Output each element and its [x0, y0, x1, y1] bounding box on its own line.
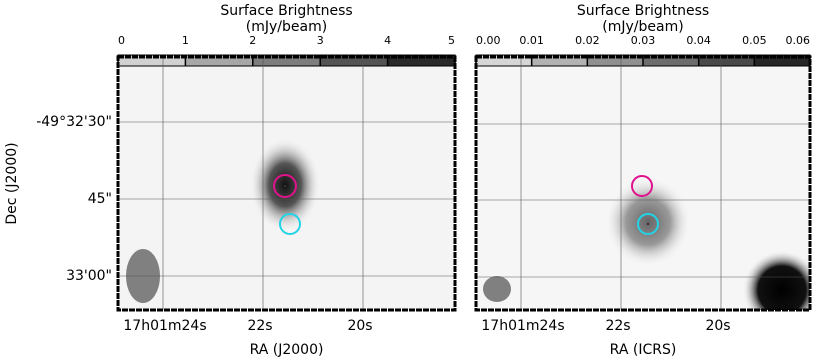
y-axis-label: Dec (J2000) [4, 142, 20, 224]
marker-circle [637, 213, 659, 235]
colorbar-segment [118, 55, 186, 66]
colorbar-tick-label: 5 [448, 34, 455, 47]
colorbar-segment [387, 55, 455, 66]
colorbar-segment [320, 55, 388, 66]
colorbar-tick-label: 0.04 [686, 34, 711, 47]
x-tick-label: 17h01m24s [123, 318, 206, 334]
colorbar-segment [643, 55, 699, 66]
colorbar-label: Surface Brightness [577, 3, 709, 19]
center-dot [283, 184, 287, 188]
colorbar-tick-label: 0.06 [786, 34, 811, 47]
x-tick-label: 22s [247, 318, 272, 334]
y-tick-label: 45" [88, 191, 112, 207]
colorbar-tick-label: 0.03 [631, 34, 656, 47]
colorbar-tick-label: 4 [384, 34, 391, 47]
x-tick-label: 20s [705, 318, 730, 334]
marker-circle [279, 213, 301, 235]
colorbar-tick-label: 0.02 [575, 34, 600, 47]
y-tick-label: -49°32'30" [36, 114, 112, 130]
x-axis-label: RA (ICRS) [610, 342, 677, 358]
x-tick-label: 17h01m24s [481, 318, 564, 334]
colorbar-label: Surface Brightness [220, 3, 352, 19]
colorbar-tick-label: 0.01 [519, 34, 544, 47]
colorbar-segment [754, 55, 810, 66]
center-dot [646, 222, 650, 226]
marker-circle [273, 174, 297, 198]
image-frame [474, 55, 812, 312]
colorbar-segment [587, 55, 643, 66]
colorbar-tick-label: 0.05 [742, 34, 767, 47]
colorbar-unit: (mJy/beam) [602, 19, 683, 35]
colorbar-tick-label: 0.00 [476, 34, 501, 47]
x-axis-label: RA (J2000) [250, 342, 324, 358]
marker-circle [631, 175, 653, 197]
y-tick-label: 33'00" [66, 268, 112, 284]
colorbar-segment [252, 55, 321, 66]
colorbar-segment [531, 55, 588, 66]
source-emission [742, 250, 810, 310]
colorbar-unit: (mJy/beam) [246, 19, 327, 35]
colorbar-segment [185, 55, 253, 66]
colorbar-tick-label: 1 [182, 34, 189, 47]
source-emission [604, 176, 692, 268]
colorbar-segment [698, 55, 755, 66]
colorbar-tick-label: 2 [249, 34, 256, 47]
x-tick-label: 20s [347, 318, 372, 334]
colorbar-tick-label: 3 [317, 34, 324, 47]
image-frame [116, 55, 457, 312]
beam [483, 276, 511, 302]
x-tick-label: 22s [605, 318, 630, 334]
colorbar-segment [476, 55, 532, 66]
colorbar-tick-label: 0 [118, 34, 125, 47]
